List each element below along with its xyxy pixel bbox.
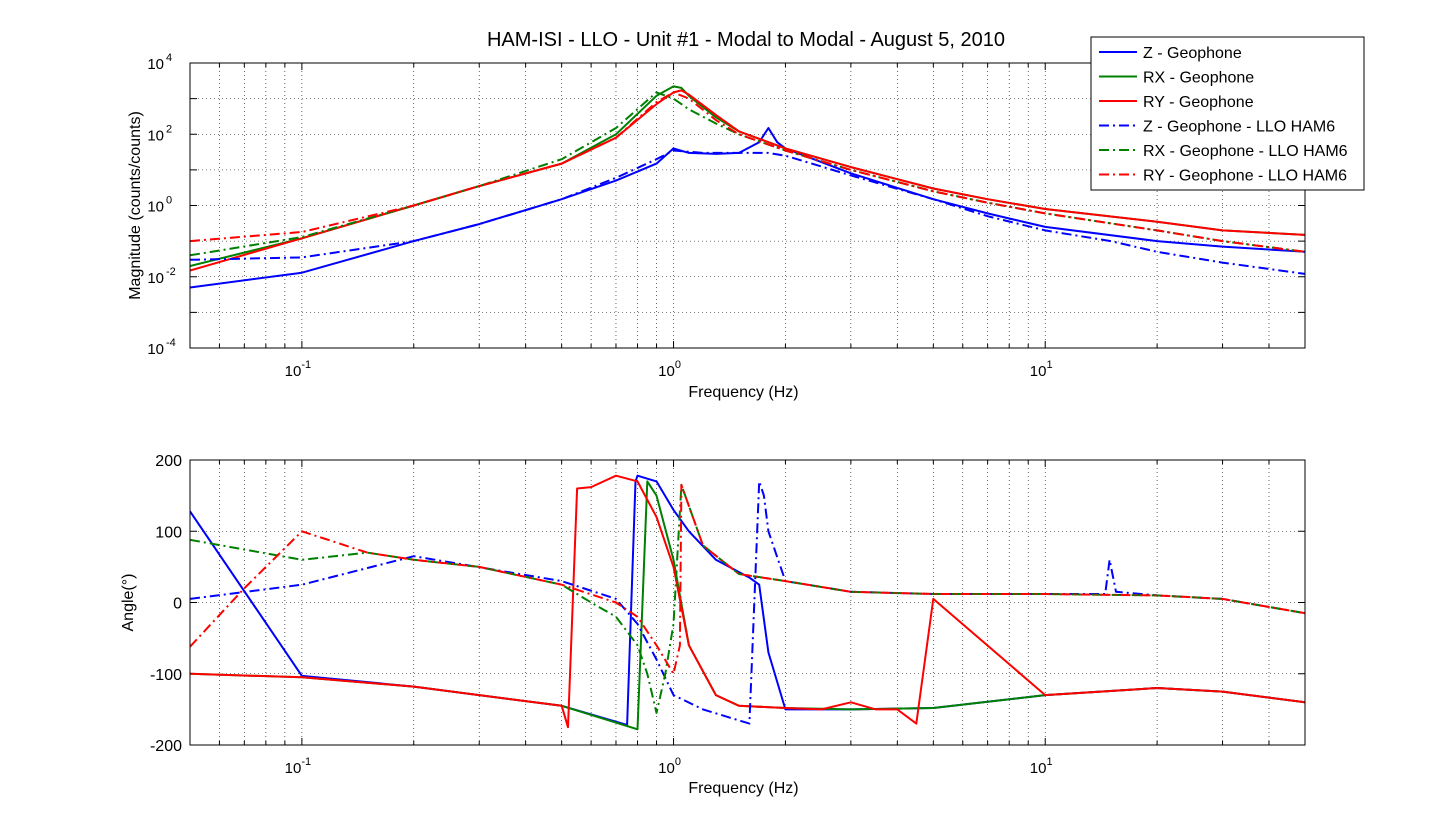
x-tick-label: 10-1 bbox=[285, 756, 311, 777]
x-gridlines bbox=[189, 460, 1306, 745]
series-line-ry-geophone-llo-ham6 bbox=[190, 91, 1305, 253]
y-tick-label: 0 bbox=[173, 596, 182, 613]
legend-label: Z - Geophone bbox=[1143, 45, 1242, 62]
y-axis-label: Magnitude (counts/counts) bbox=[127, 111, 144, 300]
legend-label: RX - Geophone - LLO HAM6 bbox=[1143, 143, 1348, 160]
legend-label: Z - Geophone - LLO HAM6 bbox=[1143, 119, 1335, 136]
legend-label: RY - Geophone - LLO HAM6 bbox=[1143, 168, 1347, 185]
y-tick-exponent: 4 bbox=[166, 52, 172, 64]
legend-entry: RY - Geophone bbox=[1099, 94, 1254, 111]
series-line-ry-geophone-llo-ham6 bbox=[190, 483, 1305, 675]
y-tick-exponent: 0 bbox=[166, 195, 172, 207]
figure-title: HAM-ISI - LLO - Unit #1 - Modal to Modal… bbox=[487, 29, 1005, 51]
y-tick-label: -100 bbox=[150, 667, 182, 684]
y-tick-label: 10 bbox=[147, 56, 164, 73]
legend-entry: RX - Geophone bbox=[1099, 70, 1254, 87]
legend-box bbox=[1090, 36, 1365, 191]
x-axis-label: Frequency (Hz) bbox=[688, 384, 798, 401]
plot-area bbox=[190, 460, 1305, 745]
y-tick-exponent: -4 bbox=[166, 337, 176, 349]
x-tick-label: 101 bbox=[1030, 756, 1053, 777]
legend-entry: Z - Geophone - LLO HAM6 bbox=[1099, 119, 1335, 136]
legend-entry: Z - Geophone bbox=[1099, 45, 1242, 62]
phase-plot: 10-1 100 101 200 100 0 -100 -200 Frequency (Hz) A… bbox=[120, 453, 1306, 797]
y-tick-label: 10 bbox=[147, 270, 164, 287]
series-line-rx-geophone-llo-ham6 bbox=[190, 483, 1305, 714]
x-tick-label: 100 bbox=[658, 359, 681, 380]
x-tick-label: 10-1 bbox=[285, 359, 311, 380]
y-tick-exponent: -2 bbox=[166, 266, 176, 278]
series-line-z-geophone-llo-ham6 bbox=[190, 149, 1305, 275]
x-axis-label: Frequency (Hz) bbox=[688, 780, 798, 797]
legend: Z - Geophone RX - Geophone RY - Geophone Z … bbox=[1090, 36, 1365, 191]
series-line-rx-geophone-llo-ham6 bbox=[190, 91, 1305, 257]
x-tick-label: 100 bbox=[658, 756, 681, 777]
y-tick-label: 10 bbox=[147, 127, 164, 144]
legend-label: RX - Geophone bbox=[1143, 70, 1254, 87]
legend-label: RY - Geophone bbox=[1143, 94, 1254, 111]
y-axis-label: Angle(°) bbox=[120, 574, 137, 632]
series-line-z-geophone-llo-ham6 bbox=[190, 480, 1305, 725]
axes-frame bbox=[189, 62, 1306, 349]
series-line-ry-geophone bbox=[190, 474, 1305, 729]
y-tick-label: 100 bbox=[155, 524, 182, 541]
series-lines bbox=[190, 85, 1305, 289]
legend-entry: RY - Geophone - LLO HAM6 bbox=[1099, 168, 1347, 185]
y-tick-label: 200 bbox=[155, 453, 182, 470]
x-tick-label: 101 bbox=[1030, 359, 1053, 380]
axes-frame bbox=[189, 459, 1306, 746]
y-tick-label: 10 bbox=[147, 199, 164, 216]
y-tick-label: 10 bbox=[147, 341, 164, 358]
y-tick-exponent: 2 bbox=[166, 123, 172, 135]
series-lines bbox=[190, 474, 1305, 731]
legend-entry: RX - Geophone - LLO HAM6 bbox=[1099, 143, 1348, 160]
y-tick-label: -200 bbox=[150, 738, 182, 755]
